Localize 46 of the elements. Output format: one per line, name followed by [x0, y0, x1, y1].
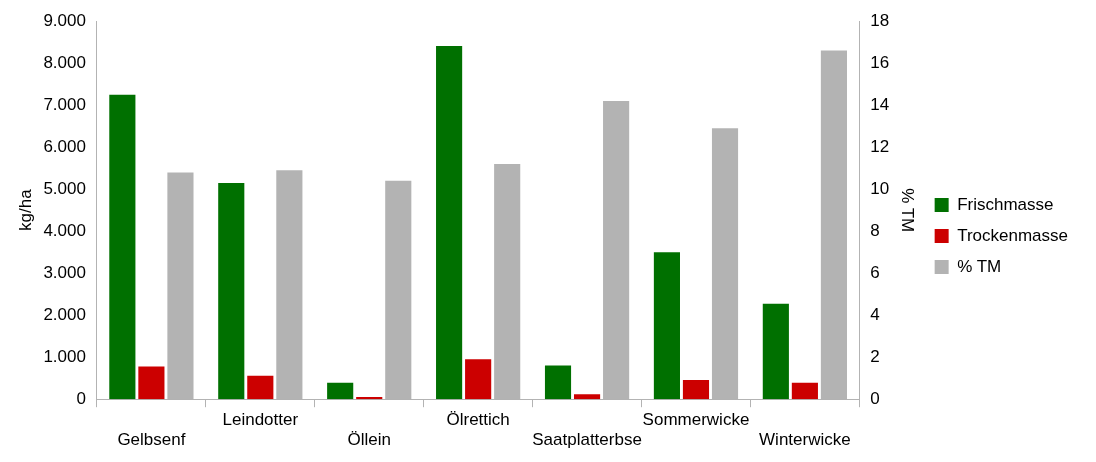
y-tick-label: 3.000	[43, 262, 86, 282]
bar	[682, 379, 710, 400]
y-axis-title: kg/ha	[15, 188, 35, 231]
y-tick-label: 8.000	[43, 52, 86, 72]
x-tick-label: Öllein	[347, 430, 391, 450]
bar	[544, 365, 572, 400]
y-tick-label: 0	[76, 388, 86, 408]
x-tick-label: Leindotter	[222, 410, 299, 430]
bar	[762, 303, 789, 400]
x-tick-label: Saatplatterbse	[532, 430, 642, 450]
bar	[247, 375, 274, 400]
bar	[653, 252, 680, 400]
x-tick-label: Sommerwicke	[642, 410, 750, 430]
legend-label: % TM	[957, 256, 1002, 276]
y2-tick-label: 10	[870, 178, 890, 198]
y2-tick-label: 14	[870, 94, 890, 114]
y-tick-label: 9.000	[43, 10, 86, 30]
x-tick-label: Ölrettich	[446, 410, 510, 430]
y2-tick-label: 6	[870, 262, 880, 282]
y2-tick-label: 4	[870, 304, 880, 324]
y-tick-label: 5.000	[43, 178, 86, 198]
y-tick-label: 2.000	[43, 304, 86, 324]
y-tick-label: 4.000	[43, 220, 86, 240]
y2-tick-label: 16	[870, 52, 890, 72]
legend-label: Frischmasse	[957, 194, 1054, 214]
y-tick-label: 6.000	[43, 136, 86, 156]
y2-tick-label: 12	[870, 136, 890, 156]
bar	[218, 182, 245, 400]
bar	[573, 394, 601, 400]
bar	[356, 397, 383, 400]
x-tick-label: Gelbsenf	[117, 430, 186, 450]
y2-axis-title: % TM	[897, 188, 917, 233]
y-tick-label: 1.000	[43, 346, 86, 366]
y2-tick-label: 0	[870, 388, 880, 408]
bar	[436, 45, 463, 400]
y2-tick-label: 2	[870, 346, 880, 366]
bar	[465, 359, 492, 400]
x-tick-label: Winterwicke	[759, 430, 851, 450]
y2-tick-label: 8	[870, 220, 880, 240]
bar	[791, 382, 818, 400]
bar	[138, 366, 165, 400]
y-tick-label: 7.000	[43, 94, 86, 114]
y2-tick-label: 18	[870, 10, 890, 30]
bar	[109, 94, 136, 400]
bar	[327, 382, 354, 400]
legend-label: Trockenmasse	[957, 225, 1069, 245]
